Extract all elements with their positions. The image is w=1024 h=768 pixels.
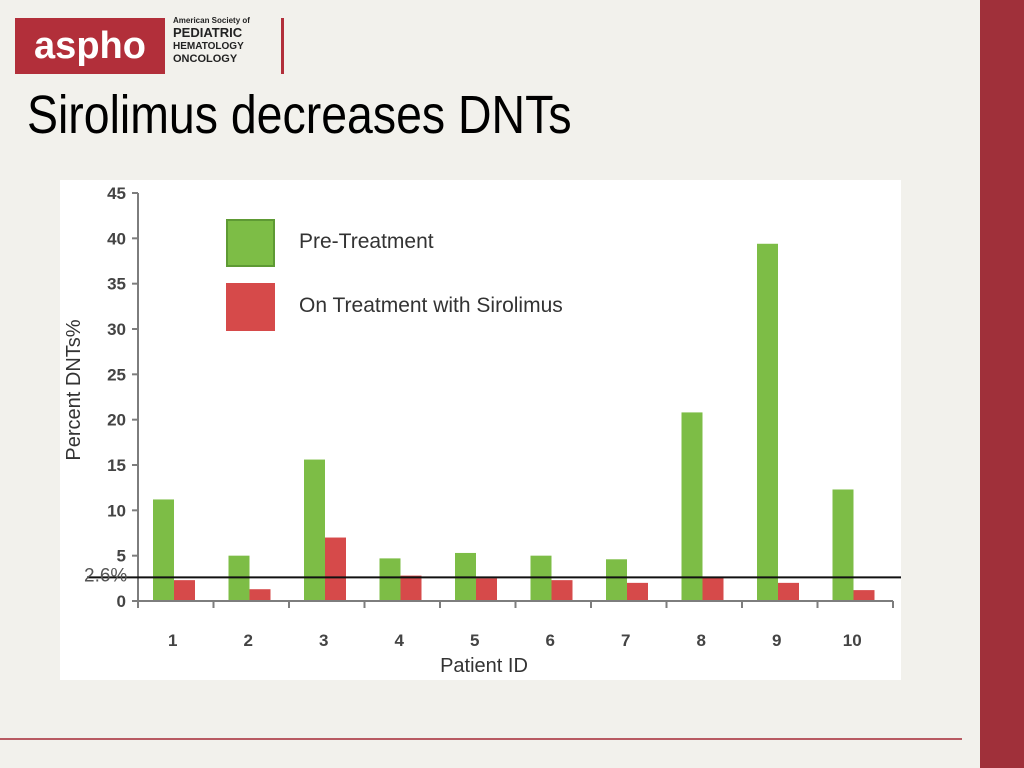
logo-divider	[281, 18, 284, 74]
y-axis-label: Percent DNTs%	[63, 319, 85, 460]
x-tick-label-8: 8	[697, 631, 706, 650]
y-tick-label-25: 25	[107, 365, 126, 384]
logo-line-1: American Society of	[173, 16, 250, 25]
reference-line-group: 2.6%	[84, 565, 901, 586]
pre-treatment-bar-8	[681, 412, 703, 601]
slide-title: Sirolimus decreases DNTs	[27, 85, 572, 145]
legend-label-pre-treatment: Pre-Treatment	[299, 230, 434, 253]
x-tick-label-10: 10	[843, 631, 862, 650]
x-tick-label-6: 6	[546, 631, 555, 650]
y-tick-label-0: 0	[117, 592, 126, 611]
y-tick-label-45: 45	[107, 184, 126, 203]
y-tick-label-20: 20	[107, 411, 126, 430]
legend-swatch-on-treatment	[226, 283, 275, 331]
x-tick-label-4: 4	[395, 631, 405, 650]
pre-treatment-bar-3	[304, 459, 325, 601]
on-treatment-bar-6	[551, 580, 573, 601]
logo-text: American Society of PEDIATRIC HEMATOLOGY…	[173, 16, 265, 74]
y-tick-label-40: 40	[107, 229, 126, 248]
logo-mark: aspho	[15, 18, 165, 74]
on-treatment-bar-2	[249, 589, 271, 601]
on-treatment-bar-10	[853, 590, 875, 601]
y-tick-label-30: 30	[107, 320, 126, 339]
on-treatment-bar-4	[400, 575, 422, 601]
x-axis-label: Patient ID	[440, 655, 528, 677]
on-treatment-bar-8	[702, 577, 724, 601]
x-tick-label-2: 2	[244, 631, 253, 650]
y-tick-label-10: 10	[107, 501, 126, 520]
y-tick-label-5: 5	[117, 547, 126, 566]
legend-label-on-treatment: On Treatment with Sirolimus	[299, 294, 563, 317]
x-tick-label-5: 5	[470, 631, 479, 650]
on-treatment-bar-7	[627, 582, 648, 601]
legend: Pre-Treatment On Treatment with Sirolimus	[226, 219, 563, 331]
pre-treatment-bar-7	[606, 559, 627, 601]
x-tick-label-3: 3	[319, 631, 328, 650]
x-tick-label-9: 9	[772, 631, 781, 650]
on-treatment-bar-3	[325, 537, 346, 601]
pre-treatment-bar-1	[153, 499, 174, 601]
chart-panel: 0 5 10 15 20 25 30 35 40 45 1 2 3 4 5 6 7 8 9 10 Pre-Treatm…	[60, 180, 901, 680]
pre-treatment-bar-4	[379, 558, 401, 601]
y-tick-label-15: 15	[107, 456, 126, 475]
on-treatment-bar-9	[778, 582, 799, 601]
x-tick-label-1: 1	[168, 631, 177, 650]
legend-swatch-pre-treatment	[226, 219, 275, 267]
x-tick-label-7: 7	[621, 631, 630, 650]
logo-line-2: PEDIATRIC	[173, 25, 243, 40]
pre-treatment-bar-10	[832, 489, 854, 601]
y-tick-label-35: 35	[107, 275, 126, 294]
reference-line-label: 2.6%	[84, 565, 127, 586]
on-treatment-bar-1	[174, 580, 195, 601]
bars-layer	[153, 243, 875, 602]
pre-treatment-bar-9	[757, 243, 778, 602]
aspho-logo: aspho American Society of PEDIATRIC HEMA…	[15, 16, 284, 74]
right-accent-bar	[980, 0, 1024, 768]
on-treatment-bar-5	[476, 578, 497, 601]
bottom-divider	[0, 738, 962, 740]
logo-line-4: ONCOLOGY	[173, 53, 238, 65]
logo-line-3: HEMATOLOGY	[173, 41, 244, 52]
